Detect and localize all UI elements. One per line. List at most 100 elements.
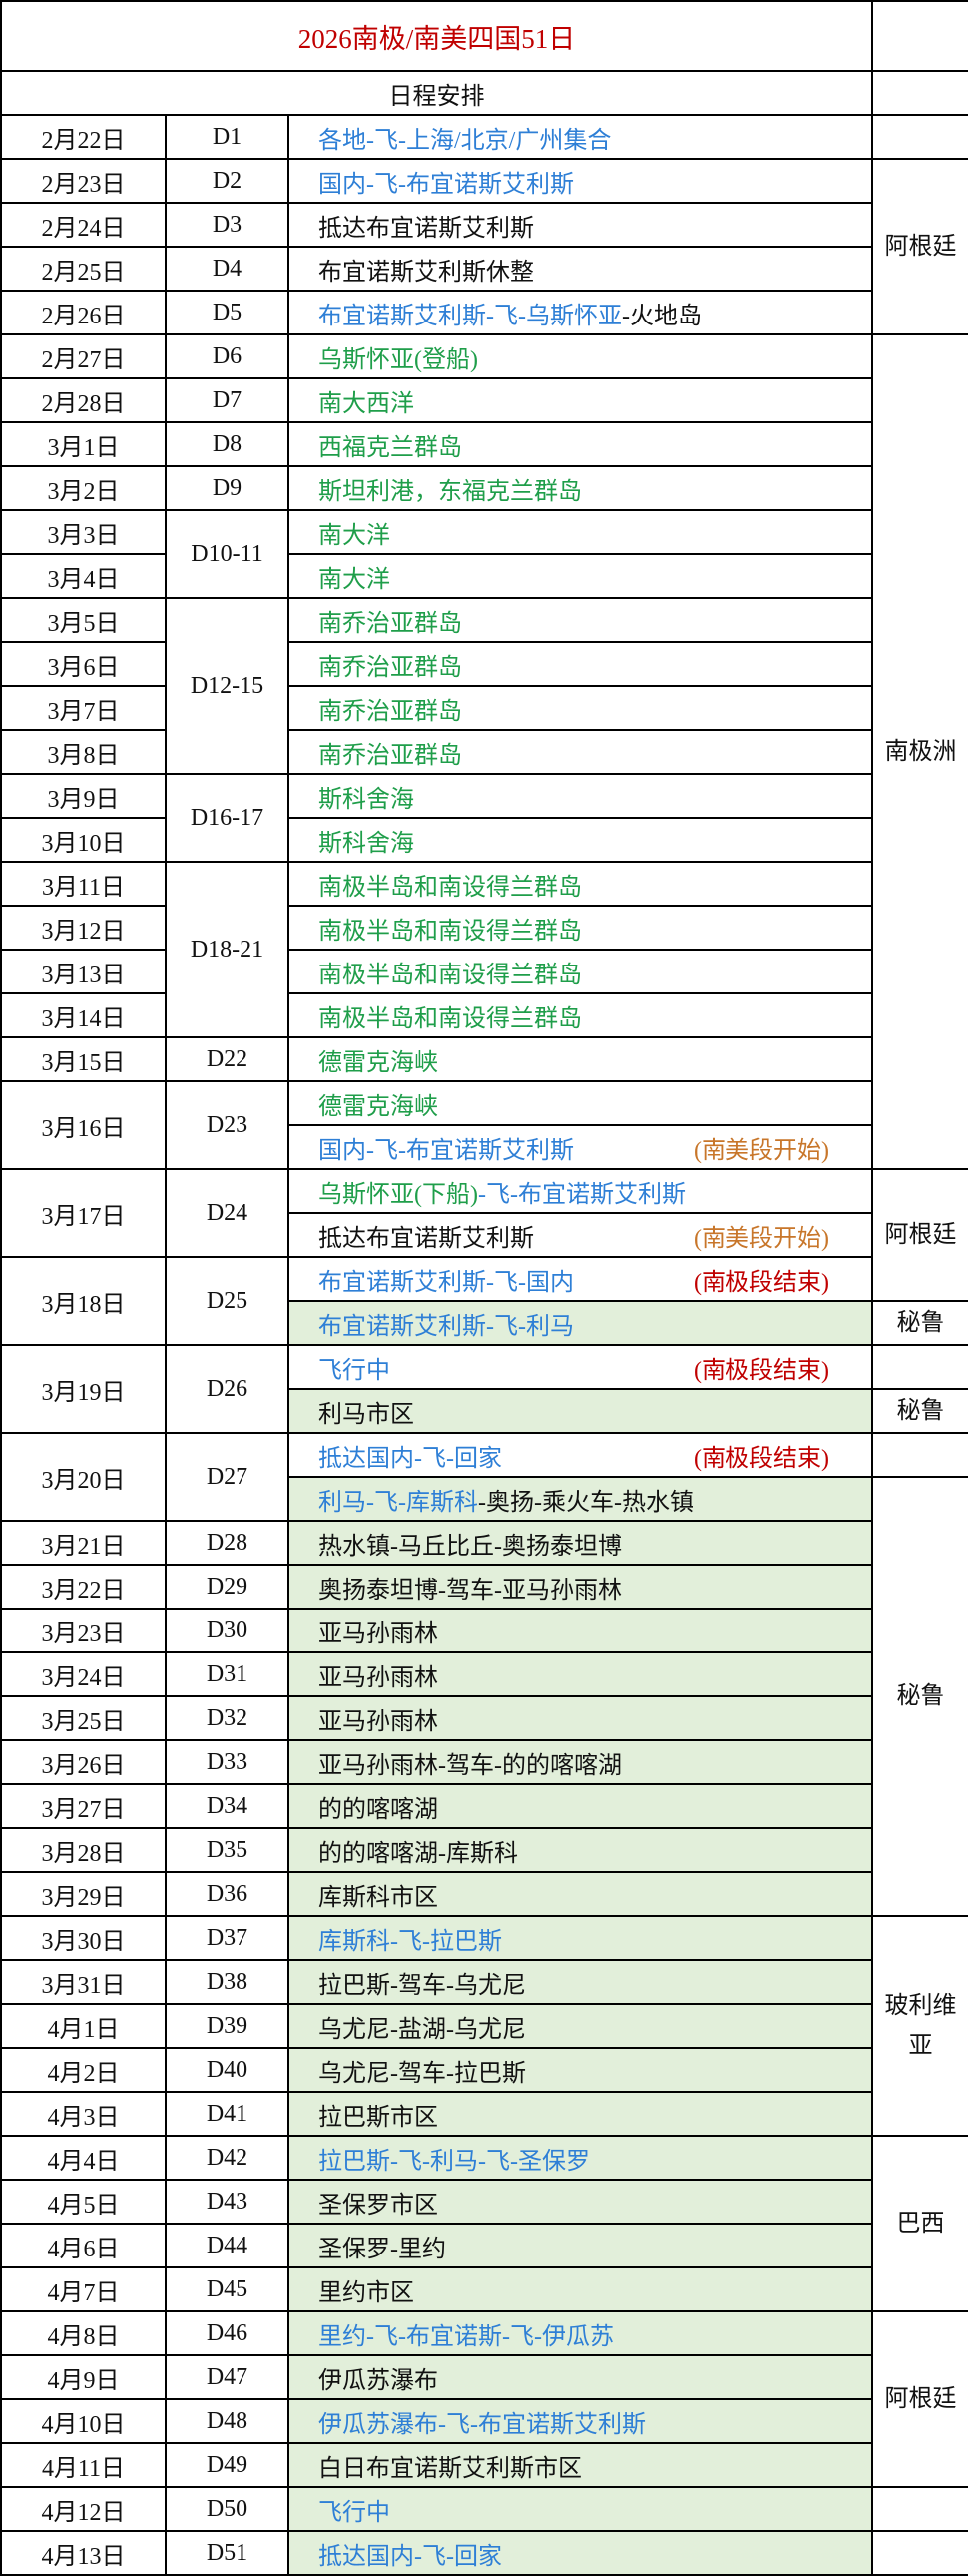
date-cell: 3月16日 bbox=[2, 1082, 167, 1170]
itinerary-item: 圣保罗-里约 bbox=[289, 2225, 873, 2268]
date-cell-text: 4月11日 bbox=[41, 2455, 126, 2482]
country-cell bbox=[873, 2532, 968, 2576]
day-cell-text: D27 bbox=[206, 1463, 248, 1490]
itinerary-item: 飞行中 (南极段结束) bbox=[289, 1346, 873, 1390]
itinerary-item: 南大洋 bbox=[289, 555, 873, 599]
date-cell-text: 2月26日 bbox=[41, 303, 126, 329]
item-text: 斯坦利港，东福克兰群岛 bbox=[318, 478, 582, 505]
date-cell: 4月2日 bbox=[2, 2049, 167, 2093]
country-cell-text: 巴西 bbox=[896, 2211, 945, 2237]
date-cell-text: 3月2日 bbox=[47, 478, 120, 505]
item-text: 利马-飞-库斯科 bbox=[318, 1489, 478, 1516]
day-cell-text: D49 bbox=[206, 2451, 248, 2478]
itinerary-item: 库斯科市区 bbox=[289, 1873, 873, 1917]
country-cell: 阿根廷 bbox=[873, 2312, 968, 2488]
itinerary-item: 南乔治亚群岛 bbox=[289, 687, 873, 731]
date-cell-text: 3月27日 bbox=[41, 1796, 126, 1823]
day-cell-text: D37 bbox=[206, 1924, 248, 1951]
itinerary-item: 圣保罗市区 bbox=[289, 2181, 873, 2225]
schedule-header: 日程安排 bbox=[2, 72, 873, 116]
day-cell-text: D33 bbox=[206, 1748, 248, 1775]
itinerary-item: 抵达国内-飞-回家 (南极段结束) bbox=[289, 1434, 873, 1478]
date-cell-text: 3月21日 bbox=[41, 1533, 126, 1560]
day-cell-text: D50 bbox=[206, 2495, 248, 2522]
day-cell: D32 bbox=[167, 1697, 289, 1741]
day-cell-text: D36 bbox=[206, 1880, 248, 1907]
day-cell: D9 bbox=[167, 467, 289, 511]
itinerary-item: 抵达布宜诺斯艾利斯 (南美段开始) bbox=[289, 1214, 873, 1258]
date-cell: 3月10日 bbox=[2, 819, 167, 863]
item-text: 南大洋 bbox=[318, 566, 390, 593]
date-cell-text: 3月29日 bbox=[41, 1884, 126, 1911]
date-cell-text: 4月6日 bbox=[47, 2236, 120, 2262]
date-cell-text: 4月5日 bbox=[47, 2192, 120, 2219]
date-cell-text: 4月3日 bbox=[47, 2104, 120, 2131]
item-text: 布宜诺斯艾利斯-飞-乌斯怀亚 bbox=[318, 303, 622, 329]
day-cell-text: D3 bbox=[212, 211, 242, 238]
item-text: 德雷克海峡 bbox=[318, 1093, 438, 1120]
day-cell-text: D2 bbox=[212, 167, 242, 194]
day-cell-text: D1 bbox=[212, 123, 242, 150]
item-text: 南乔治亚群岛 bbox=[318, 654, 462, 681]
country-cell: 秘鲁 bbox=[873, 1302, 968, 1346]
date-cell-text: 3月25日 bbox=[41, 1708, 126, 1735]
country-cell bbox=[873, 2488, 968, 2532]
date-cell: 4月4日 bbox=[2, 2137, 167, 2181]
item-text: 南极半岛和南设得兰群岛 bbox=[318, 962, 582, 988]
date-cell: 2月24日 bbox=[2, 204, 167, 248]
day-cell: D29 bbox=[167, 1566, 289, 1610]
item-text: 奥扬泰坦博-驾车-亚马孙雨林 bbox=[318, 1577, 622, 1604]
item-text: 白日布宜诺斯艾利斯市区 bbox=[318, 2455, 582, 2482]
date-cell-text: 3月15日 bbox=[41, 1049, 126, 1076]
country-cell bbox=[873, 1434, 968, 1478]
day-cell-text: D35 bbox=[206, 1836, 248, 1863]
segment-note: (南极段结束) bbox=[694, 1445, 829, 1472]
item-text: 飞行中 bbox=[318, 1357, 390, 1384]
day-cell-text: D18-21 bbox=[190, 936, 264, 963]
date-cell-text: 3月18日 bbox=[41, 1291, 126, 1318]
date-cell: 3月17日 bbox=[2, 1170, 167, 1258]
date-cell-text: 3月17日 bbox=[41, 1203, 126, 1230]
title-text: 2026南极/南美四国51日 bbox=[297, 23, 576, 54]
item-text: 伊瓜苏瀑布-飞-布宜诺斯艾利斯 bbox=[318, 2411, 646, 2438]
date-cell-text: 4月9日 bbox=[47, 2367, 120, 2394]
day-cell: D30 bbox=[167, 1610, 289, 1653]
date-cell-text: 3月12日 bbox=[41, 918, 126, 945]
segment-note: (南极段结束) bbox=[694, 1357, 829, 1384]
date-cell-text: 4月2日 bbox=[47, 2060, 120, 2087]
itinerary-item: 亚马孙雨林 bbox=[289, 1697, 873, 1741]
item-text: 抵达国内-飞-回家 bbox=[318, 2543, 502, 2570]
item-text: 布宜诺斯艾利斯休整 bbox=[318, 259, 534, 286]
day-cell: D50 bbox=[167, 2488, 289, 2532]
item-text: 的的喀喀湖 bbox=[318, 1796, 438, 1823]
itinerary-item: 斯科舍海 bbox=[289, 819, 873, 863]
item-text: 德雷克海峡 bbox=[318, 1049, 438, 1076]
country-cell: 阿根廷 bbox=[873, 160, 968, 335]
day-cell-text: D23 bbox=[206, 1111, 248, 1138]
day-cell: D24 bbox=[167, 1170, 289, 1258]
itinerary-item: 南大西洋 bbox=[289, 379, 873, 423]
itinerary-item: 库斯科-飞-拉巴斯 bbox=[289, 1917, 873, 1961]
date-cell-text: 3月22日 bbox=[41, 1577, 126, 1604]
date-cell: 3月28日 bbox=[2, 1829, 167, 1873]
itinerary-item: 国内-飞-布宜诺斯艾利斯 bbox=[289, 160, 873, 204]
country-cell-text: 阿根廷 bbox=[884, 1222, 957, 1248]
day-cell: D38 bbox=[167, 1961, 289, 2005]
date-cell: 2月25日 bbox=[2, 248, 167, 292]
segment-note: (南美段开始) bbox=[694, 1137, 829, 1164]
date-cell: 3月14日 bbox=[2, 994, 167, 1038]
item-text: 南极半岛和南设得兰群岛 bbox=[318, 874, 582, 901]
itinerary-item: 德雷克海峡 bbox=[289, 1038, 873, 1082]
day-cell: D44 bbox=[167, 2225, 289, 2268]
itinerary-item: 亚马孙雨林 bbox=[289, 1610, 873, 1653]
itinerary-item: 热水镇-马丘比丘-奥扬泰坦博 bbox=[289, 1522, 873, 1566]
date-cell-text: 3月6日 bbox=[47, 654, 120, 681]
item-text: 乌斯怀亚(登船) bbox=[318, 346, 478, 373]
day-cell: D27 bbox=[167, 1434, 289, 1522]
item-text: 乌尤尼-驾车-拉巴斯 bbox=[318, 2060, 526, 2087]
itinerary-item: 抵达布宜诺斯艾利斯 bbox=[289, 204, 873, 248]
item-text: -飞-布宜诺斯艾利斯 bbox=[477, 1181, 686, 1208]
day-cell-text: D4 bbox=[212, 255, 242, 282]
itinerary-item: 亚马孙雨林 bbox=[289, 1653, 873, 1697]
